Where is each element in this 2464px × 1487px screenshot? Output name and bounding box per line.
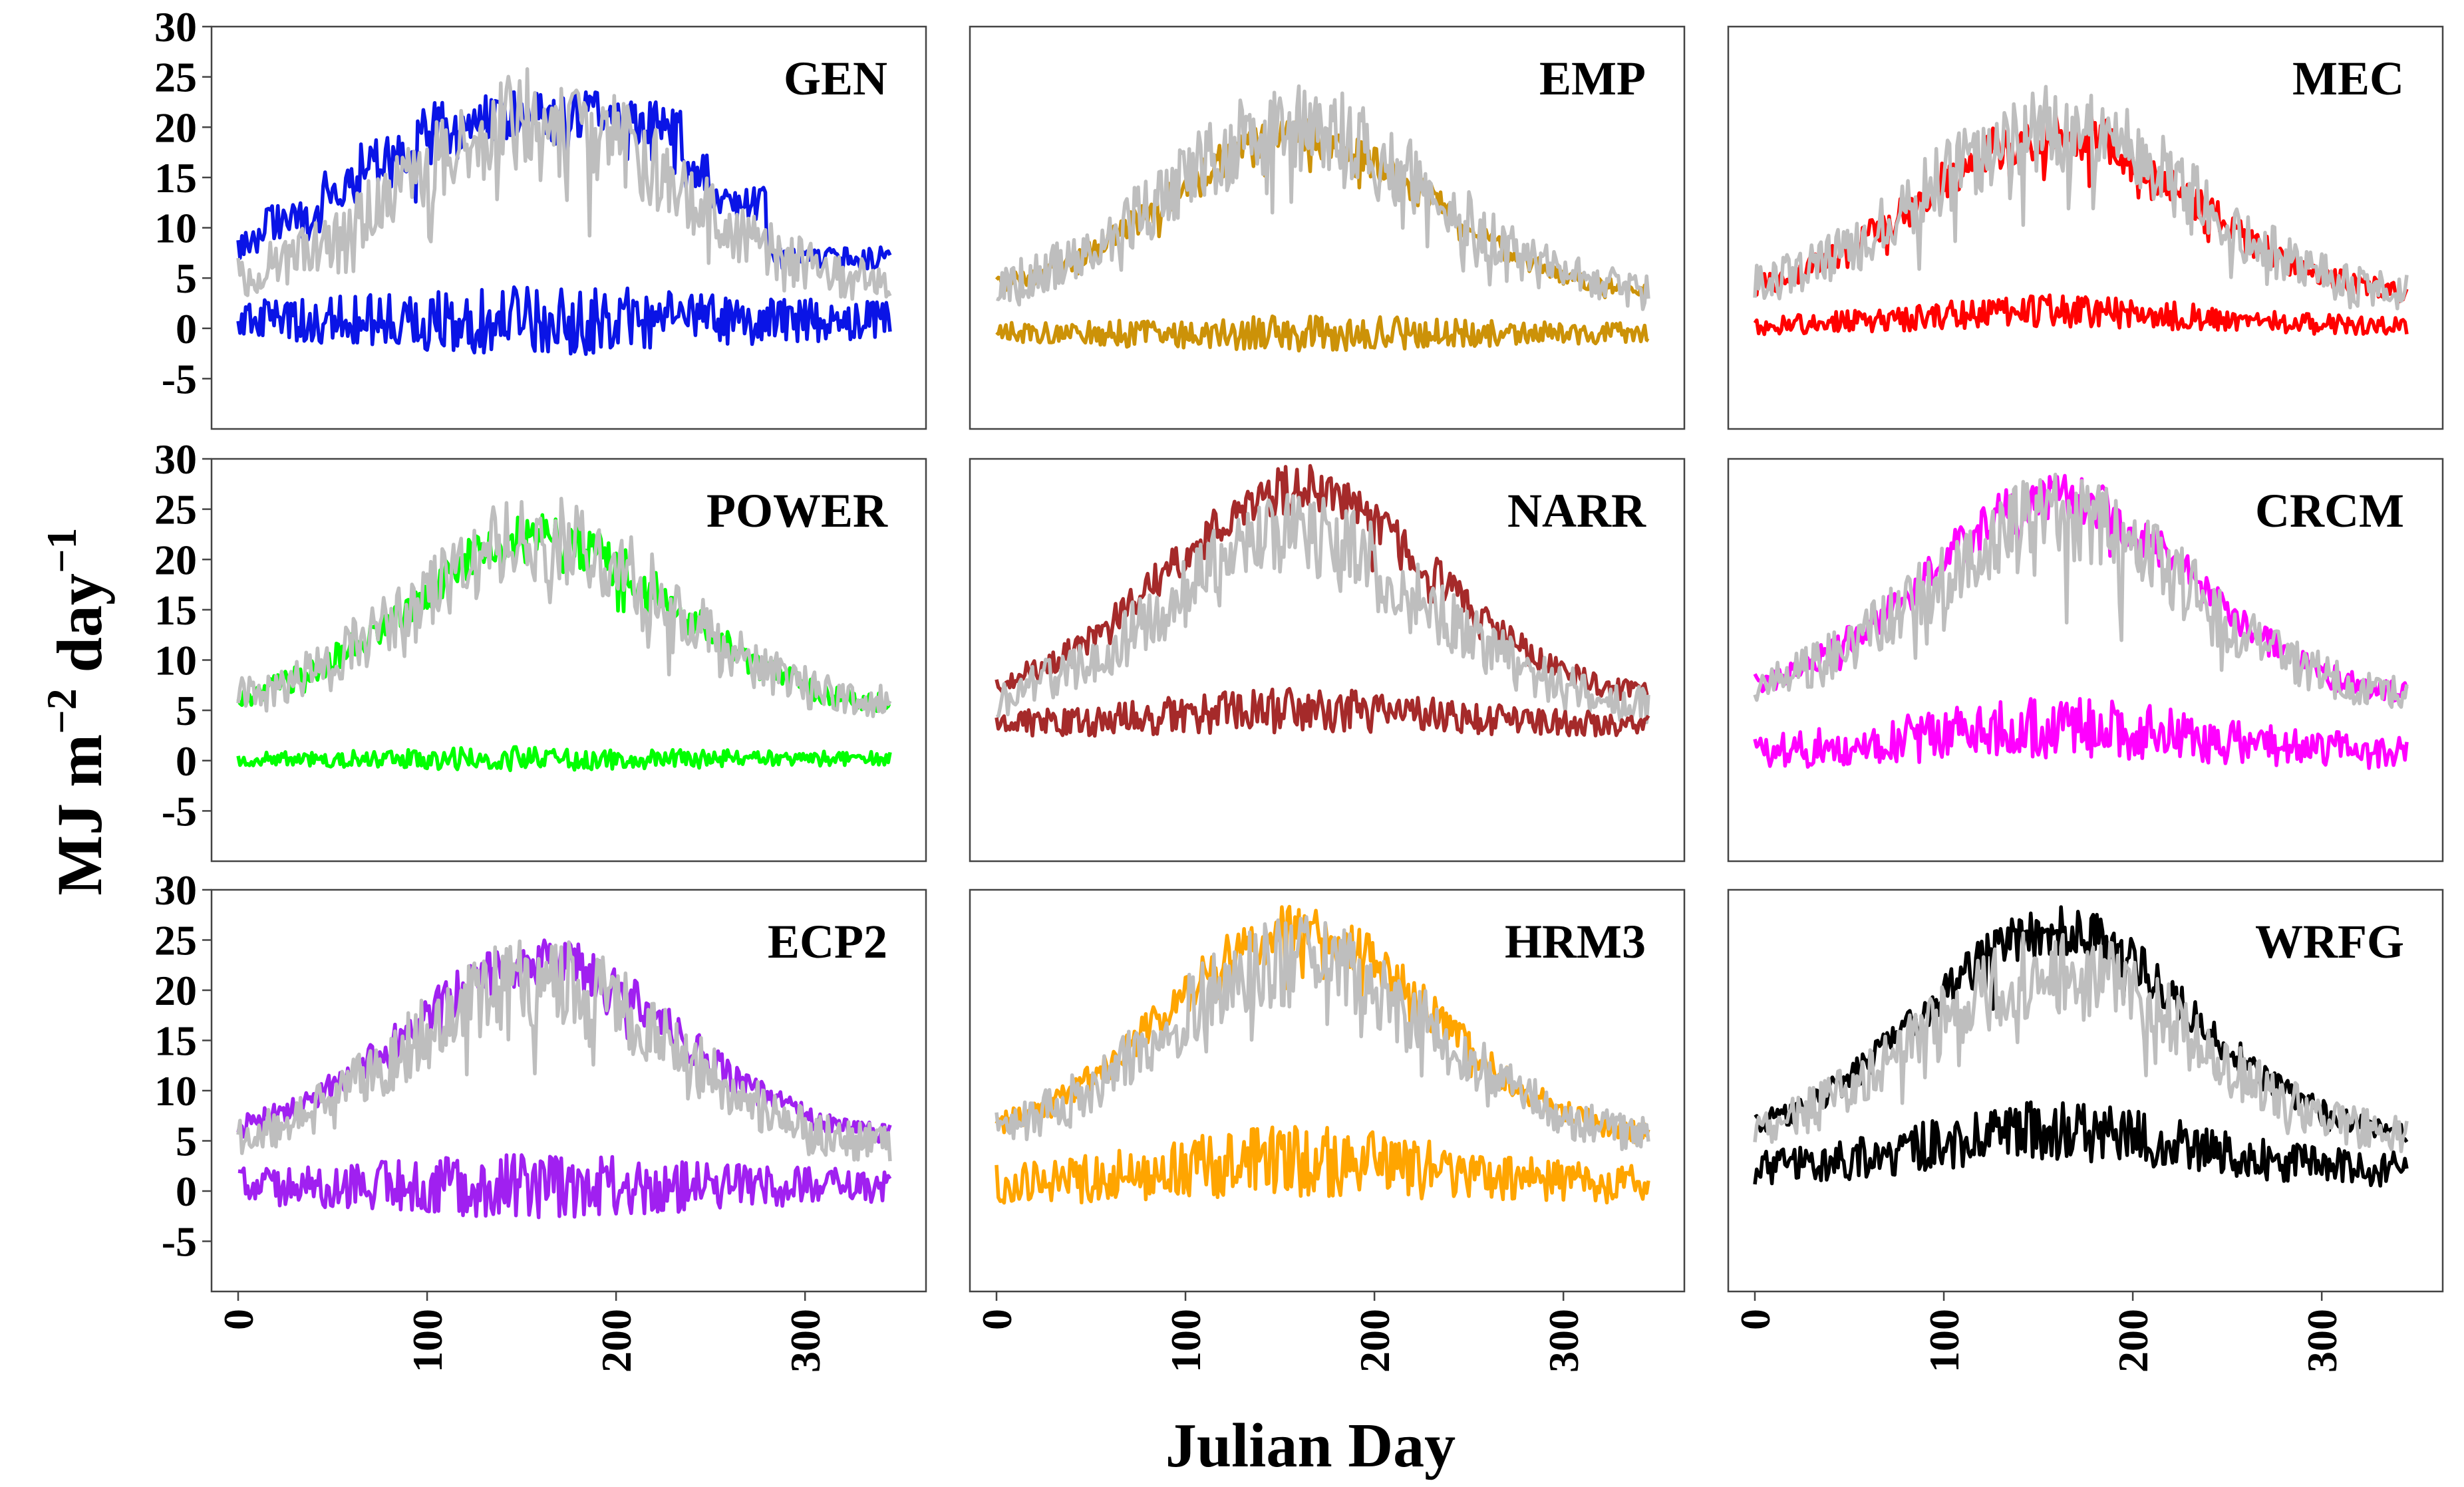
series-observed: [236, 67, 892, 301]
panel-title: CRCM: [2255, 484, 2404, 537]
x-tick-label: 300: [1540, 1309, 1587, 1373]
x-tick-label: 100: [1162, 1309, 1209, 1373]
x-tick-label: 200: [1351, 1309, 1398, 1373]
panel-title: HRM3: [1505, 915, 1646, 968]
y-label-sup2: −1: [38, 528, 85, 573]
y-tick-label: 5: [176, 687, 197, 734]
y-tick-label: 10: [154, 1067, 197, 1115]
x-tick-label: 300: [782, 1309, 829, 1373]
series-narr-difference: [995, 686, 1650, 738]
series-power-difference: [236, 745, 892, 773]
x-tick-label: 200: [2109, 1309, 2157, 1373]
y-tick-label: 5: [176, 1118, 197, 1165]
x-tick-label: 0: [973, 1309, 1020, 1330]
panel-hrm3: 0 100 200 300 HRM3: [969, 888, 1686, 1373]
series-observed: [1753, 472, 2409, 709]
series-observed: [996, 84, 1650, 311]
series-wrfg-difference: [1753, 1100, 2409, 1188]
y-tick-label: 20: [154, 104, 197, 151]
y-tick-label: 30: [154, 3, 197, 51]
y-tick-label: 0: [176, 1168, 197, 1215]
series-crcm-difference: [1753, 697, 2409, 770]
y-tick-label: -5: [162, 355, 197, 402]
panel-title: POWER: [706, 484, 888, 537]
y-tick-label: 15: [154, 154, 197, 202]
panel-title: MEC: [2292, 52, 2404, 105]
panel-emp: EMP: [969, 25, 1686, 430]
y-tick-label: -5: [162, 787, 197, 835]
series-hrm3-difference: [995, 1125, 1650, 1205]
y-tick-label: 10: [154, 637, 197, 684]
series-observed: [236, 939, 892, 1162]
x-tick-label: 0: [215, 1309, 262, 1330]
panel-title: EMP: [1539, 52, 1646, 105]
panel-title: WRFG: [2255, 915, 2404, 968]
series-observed: [1753, 931, 2409, 1154]
panel-wrfg: 0 100 200 300 WRFG: [1727, 888, 2444, 1373]
y-tick-label: 25: [154, 917, 197, 964]
y-tick-label: 0: [176, 738, 197, 785]
y-tick-label: 15: [154, 587, 197, 634]
plot-frame: [1727, 25, 2444, 430]
y-axis-label: MJ m−2 day−1: [38, 528, 115, 896]
y-tick-label: 10: [154, 205, 197, 252]
y-label-main: MJ m: [44, 734, 115, 896]
y-tick-label: 20: [154, 536, 197, 583]
x-tick-label: 100: [404, 1309, 451, 1373]
plot-frame: [969, 25, 1686, 430]
series-observed: [1753, 84, 2409, 311]
panel-title: GEN: [784, 52, 887, 105]
y-label-mid: day: [44, 573, 115, 688]
y-tick-label: 30: [154, 867, 197, 914]
series-emp-difference: [995, 314, 1650, 353]
y-tick-label: 0: [176, 305, 197, 352]
series-observed: [995, 493, 1650, 725]
series-narr: [995, 464, 1649, 702]
panel-crcm: CRCM: [1727, 458, 2444, 863]
x-tick-label: 300: [2298, 1309, 2346, 1373]
panel-narr: NARR: [969, 458, 1686, 863]
y-label-sup1: −2: [38, 688, 85, 734]
plot-frame: [969, 458, 1686, 863]
x-axis-label: Julian Day: [1165, 1411, 1456, 1480]
x-tick-label: 200: [593, 1309, 640, 1373]
y-tick-label: 5: [176, 255, 197, 302]
panel-title: NARR: [1507, 484, 1646, 537]
series-observed: [995, 915, 1650, 1151]
y-tick-label: 25: [154, 54, 197, 101]
y-tick-label: 25: [154, 486, 197, 533]
y-tick-label: 20: [154, 967, 197, 1014]
x-tick-label: 0: [1732, 1309, 1779, 1330]
x-tick-label: 100: [1921, 1309, 1968, 1373]
series-ecp2-difference: [237, 1153, 892, 1220]
panel-title: ECP2: [768, 915, 887, 968]
panel-mec: MEC: [1727, 25, 2444, 430]
series-observed: [236, 497, 892, 718]
series-mec-difference: [1753, 293, 2409, 337]
y-tick-label: 30: [154, 436, 197, 483]
series-gen-difference: [236, 285, 892, 356]
y-tick-label: -5: [162, 1218, 197, 1266]
y-tick-label: 15: [154, 1017, 197, 1065]
